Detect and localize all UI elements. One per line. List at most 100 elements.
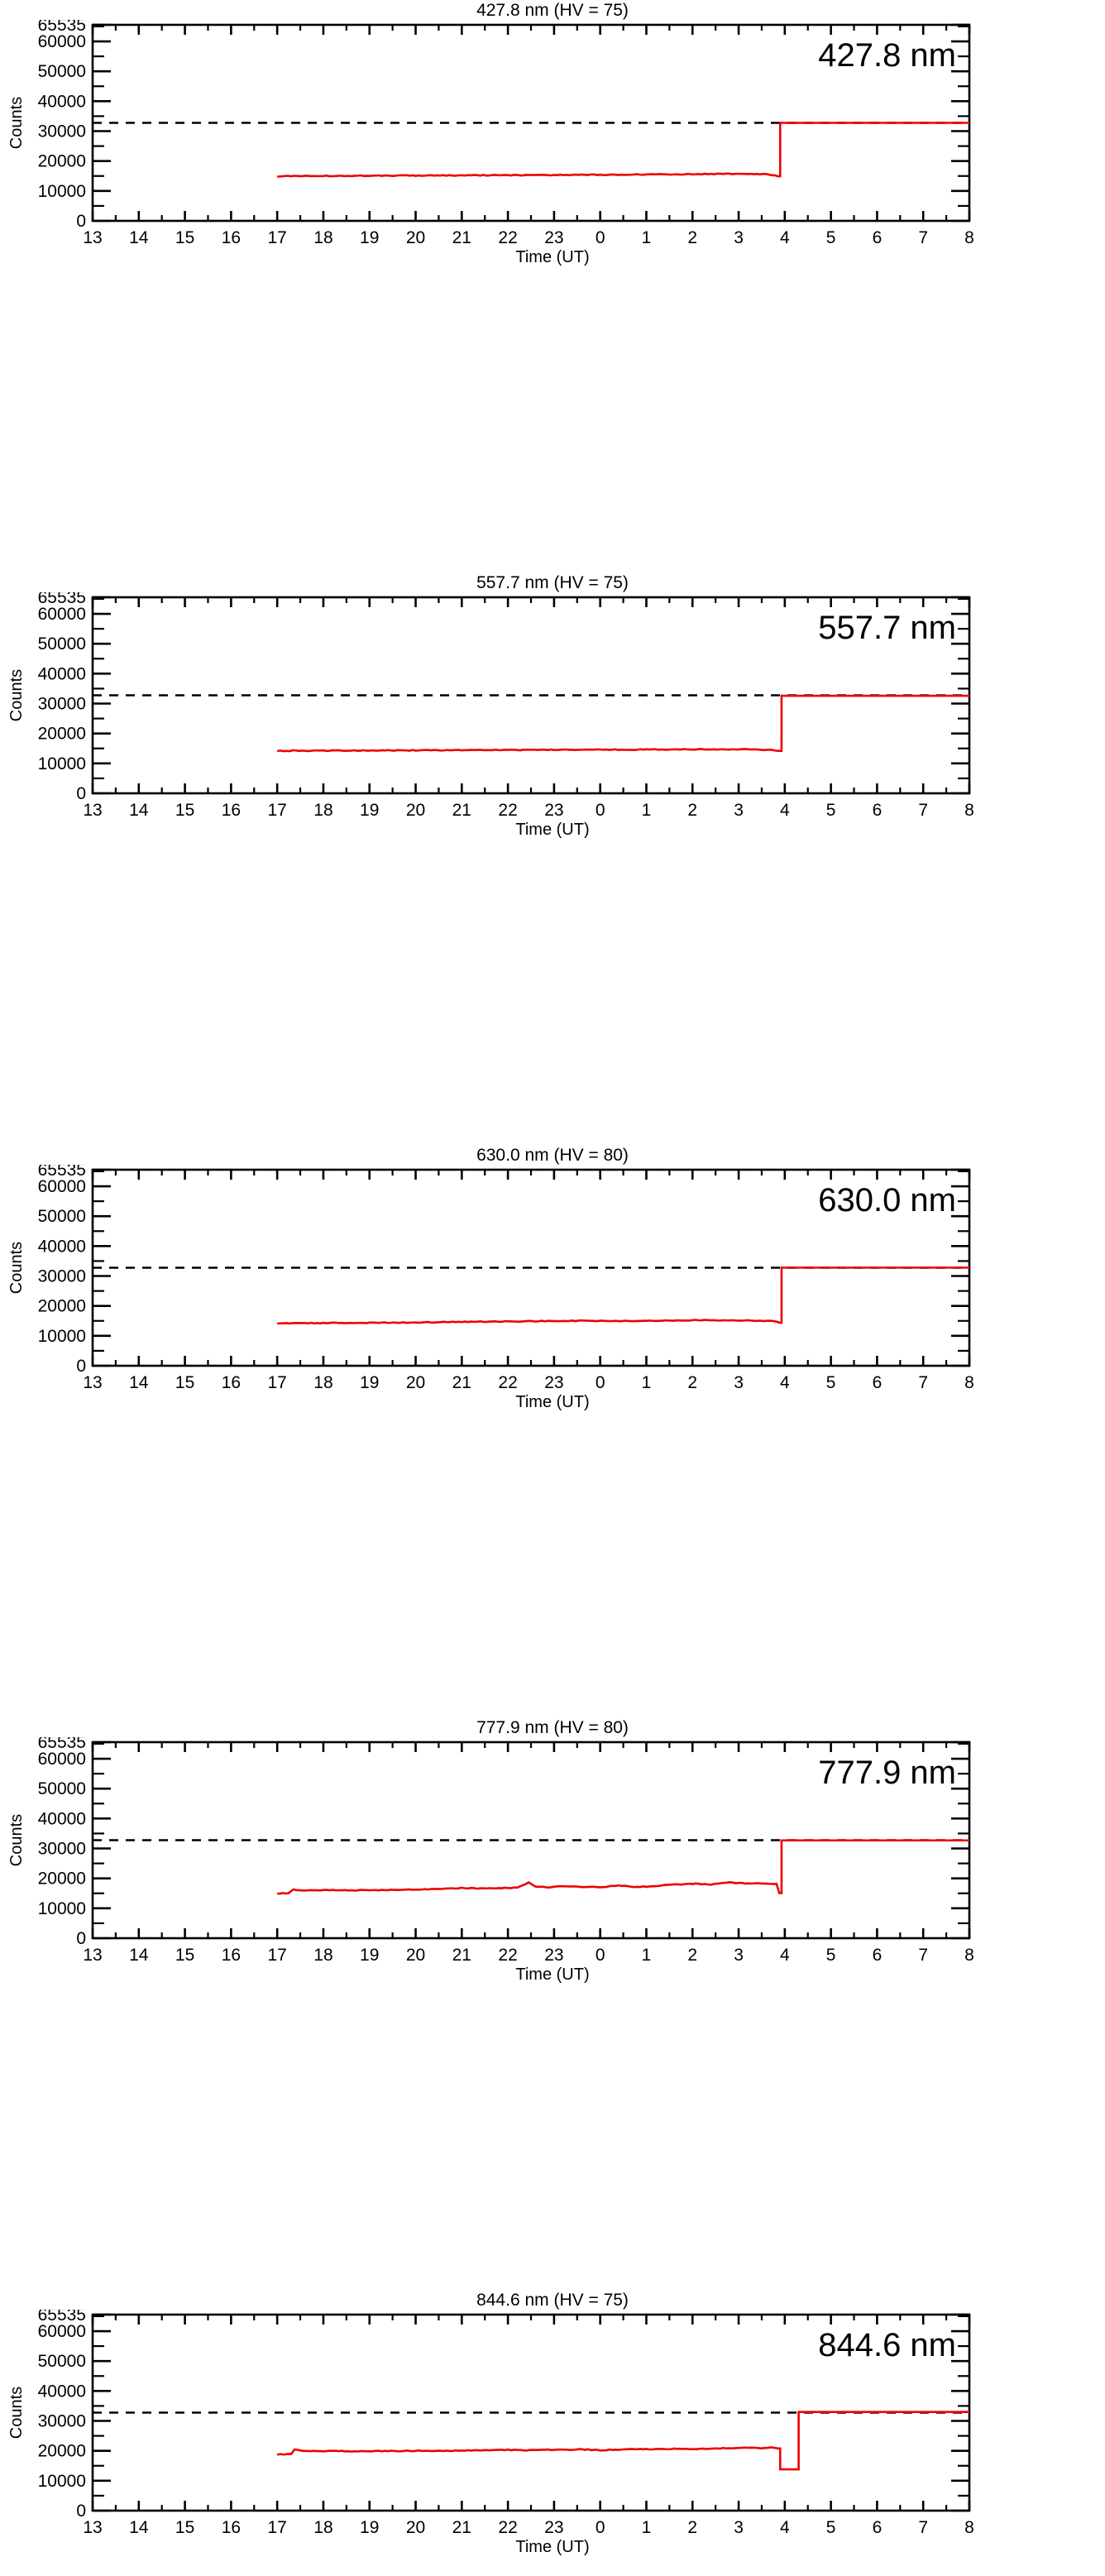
y-tick-label: 60000 bbox=[38, 1177, 86, 1196]
y-tick-label: 60000 bbox=[38, 32, 86, 51]
x-tick-label: 0 bbox=[596, 1946, 605, 1965]
x-tick-label: 5 bbox=[826, 801, 836, 820]
x-tick-label: 4 bbox=[780, 228, 790, 247]
x-tick-label: 5 bbox=[826, 2518, 836, 2537]
x-tick-label: 16 bbox=[222, 2518, 241, 2537]
x-tick-label: 7 bbox=[918, 801, 928, 820]
x-tick-label: 14 bbox=[129, 1946, 149, 1965]
x-tick-label: 21 bbox=[452, 801, 471, 820]
chart-panel: 557.7 nm (HV = 75) Counts 0 10000 20000 30000… bbox=[0, 572, 1105, 859]
x-tick-label: 17 bbox=[267, 228, 286, 247]
x-tick-label: 15 bbox=[175, 228, 194, 247]
y-tick-label: 40000 bbox=[38, 2382, 86, 2401]
x-tick-label: 20 bbox=[406, 2518, 425, 2537]
x-tick-label: 16 bbox=[222, 1373, 241, 1392]
x-tick-label: 6 bbox=[873, 801, 883, 820]
x-tick-label: 22 bbox=[498, 228, 517, 247]
plot-area: Counts 0 10000 20000 30000 40000 50000 60000 655… bbox=[0, 2310, 1105, 2537]
x-axis-label: Time (UT) bbox=[515, 2538, 590, 2556]
y-tick-label: 65535 bbox=[38, 1165, 86, 1180]
y-tick-label: 20000 bbox=[38, 725, 86, 744]
x-tick-label: 4 bbox=[780, 1373, 790, 1392]
x-tick-label: 14 bbox=[129, 1373, 149, 1392]
data-trace bbox=[276, 2411, 969, 2471]
y-tick-label: 30000 bbox=[38, 2412, 86, 2431]
y-tick-label: 65535 bbox=[38, 20, 86, 35]
y-tick-label: 20000 bbox=[38, 2442, 86, 2461]
x-tick-label: 16 bbox=[222, 1946, 241, 1965]
x-tick-label: 5 bbox=[826, 1373, 836, 1392]
x-tick-label: 21 bbox=[452, 1946, 471, 1965]
y-tick-label: 50000 bbox=[38, 634, 86, 654]
x-tick-label: 0 bbox=[596, 1373, 605, 1392]
x-tick-label: 23 bbox=[544, 801, 563, 820]
x-axis-label: Time (UT) bbox=[515, 1393, 590, 1411]
y-tick-label: 0 bbox=[76, 1357, 86, 1376]
x-tick-label: 6 bbox=[873, 228, 883, 247]
y-tick-label: 50000 bbox=[38, 1779, 86, 1798]
x-tick-label: 3 bbox=[734, 2518, 744, 2537]
y-tick-label: 10000 bbox=[38, 754, 86, 773]
x-tick-label: 13 bbox=[83, 228, 102, 247]
y-tick-label: 65535 bbox=[38, 1737, 86, 1752]
y-tick-label: 20000 bbox=[38, 1870, 86, 1889]
panel-annotation: 844.6 nm bbox=[818, 2327, 956, 2363]
x-tick-label: 15 bbox=[175, 2518, 194, 2537]
x-tick-label: 15 bbox=[175, 801, 194, 820]
y-tick-label: 0 bbox=[76, 784, 86, 803]
x-tick-label: 13 bbox=[83, 801, 102, 820]
x-tick-label: 15 bbox=[175, 1373, 194, 1392]
x-tick-label: 16 bbox=[222, 801, 241, 820]
x-tick-label: 20 bbox=[406, 1373, 425, 1392]
x-tick-label: 14 bbox=[129, 801, 149, 820]
chart-panel: 427.8 nm (HV = 75) Counts 0 10000 20000 30000… bbox=[0, 0, 1105, 286]
panel-annotation: 427.8 nm bbox=[818, 37, 956, 74]
x-tick-label: 2 bbox=[687, 1946, 697, 1965]
panel-title: 427.8 nm (HV = 75) bbox=[476, 1, 629, 20]
x-tick-label: 4 bbox=[780, 1946, 790, 1965]
x-tick-label: 13 bbox=[83, 1946, 102, 1965]
x-tick-label: 18 bbox=[313, 2518, 332, 2537]
y-tick-label: 30000 bbox=[38, 122, 86, 141]
x-tick-label: 19 bbox=[360, 801, 379, 820]
data-trace bbox=[276, 694, 969, 753]
y-tick-label: 40000 bbox=[38, 664, 86, 683]
y-axis-label: Counts bbox=[7, 97, 26, 149]
plot-area: Counts 0 10000 20000 30000 40000 50000 60000 655… bbox=[0, 1165, 1105, 1392]
x-tick-label: 5 bbox=[826, 228, 836, 247]
x-tick-label: 1 bbox=[642, 1946, 652, 1965]
panel-title: 844.6 nm (HV = 75) bbox=[476, 2291, 629, 2310]
x-tick-label: 19 bbox=[360, 228, 379, 247]
x-tick-label: 7 bbox=[918, 2518, 928, 2537]
y-axis-label: Counts bbox=[7, 669, 26, 721]
x-axis-label: Time (UT) bbox=[515, 821, 590, 839]
y-tick-label: 50000 bbox=[38, 2352, 86, 2371]
data-trace bbox=[277, 122, 969, 178]
panel-title: 777.9 nm (HV = 80) bbox=[476, 1718, 629, 1737]
x-tick-label: 14 bbox=[129, 228, 149, 247]
y-tick-label: 30000 bbox=[38, 1267, 86, 1286]
plot-svg: Counts 0 10000 20000 30000 40000 50000 60000655… bbox=[7, 1165, 974, 1392]
panel-annotation: 557.7 nm bbox=[818, 610, 956, 646]
x-tick-label: 22 bbox=[498, 1946, 517, 1965]
y-axis-label: Counts bbox=[7, 1814, 26, 1866]
x-tick-label: 22 bbox=[498, 801, 517, 820]
plot-area: Counts 0 10000 20000 30000 40000 50000 60000 655… bbox=[0, 592, 1105, 820]
y-tick-label: 10000 bbox=[38, 182, 86, 201]
x-tick-label: 6 bbox=[873, 2518, 883, 2537]
x-tick-label: 13 bbox=[83, 2518, 102, 2537]
y-tick-label: 20000 bbox=[38, 152, 86, 171]
x-tick-label: 13 bbox=[83, 1373, 102, 1392]
panel-annotation: 777.9 nm bbox=[818, 1755, 956, 1791]
y-tick-label: 0 bbox=[76, 212, 86, 231]
y-tick-label: 50000 bbox=[38, 1207, 86, 1226]
x-tick-label: 1 bbox=[642, 1373, 652, 1392]
x-tick-label: 19 bbox=[360, 1373, 379, 1392]
x-tick-label: 1 bbox=[642, 228, 652, 247]
x-tick-label: 18 bbox=[313, 228, 332, 247]
x-tick-label: 4 bbox=[780, 2518, 790, 2537]
panel-title: 630.0 nm (HV = 80) bbox=[476, 1146, 629, 1165]
panel-title: 557.7 nm (HV = 75) bbox=[476, 573, 629, 592]
x-tick-label: 23 bbox=[544, 1946, 563, 1965]
